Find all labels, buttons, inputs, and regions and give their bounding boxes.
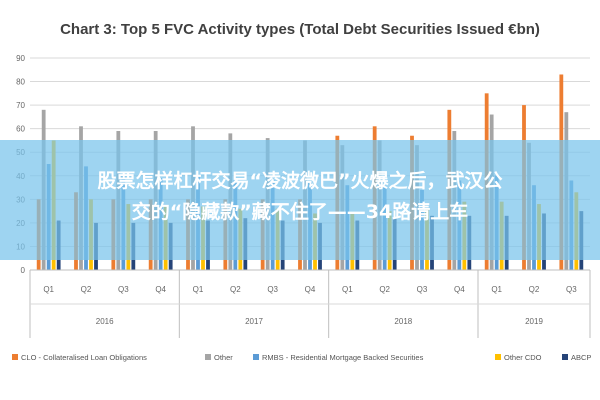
- x-tick-label: Q3: [118, 285, 129, 294]
- x-axis: Q1 Q2 Q3 Q4 Q1 Q2 Q3 Q4 Q1 Q2 Q3 Q4 Q1 Q2 Q3 2016 2017 20…: [29, 269, 591, 338]
- legend-label: CLO - Collateralised Loan Obligations: [21, 353, 147, 362]
- y-tick-label: 80: [16, 78, 25, 87]
- y-tick-label: 60: [16, 125, 25, 134]
- legend-swatch: [253, 354, 259, 360]
- legend-swatch: [205, 354, 211, 360]
- x-tick-label: Q2: [230, 285, 241, 294]
- x-group-label: 2018: [394, 317, 412, 326]
- y-tick-label: 0: [21, 266, 26, 275]
- x-tick-label: Q1: [193, 285, 204, 294]
- x-group-label: 2016: [96, 317, 114, 326]
- x-tick-label: Q2: [81, 285, 92, 294]
- legend-item: Other: [205, 353, 233, 362]
- caption-line-1: 股票怎样杠杆交易“凌波微巴”火爆之后，武汉公: [97, 170, 503, 192]
- legend-item: CLO - Collateralised Loan Obligations: [12, 353, 147, 362]
- legend: CLO - Collateralised Loan Obligations Oth…: [12, 353, 591, 362]
- x-tick-label: Q1: [43, 285, 54, 294]
- legend-swatch: [562, 354, 568, 360]
- x-tick-label: Q3: [566, 285, 577, 294]
- chart-title: Chart 3: Top 5 FVC Activity types (Total…: [60, 21, 540, 38]
- legend-item: RMBS - Residential Mortgage Backed Secur…: [253, 353, 424, 362]
- y-tick-label: 70: [16, 101, 25, 110]
- x-tick-label: Q2: [529, 285, 540, 294]
- x-tick-label: Q1: [342, 285, 353, 294]
- legend-item: Other CDO: [495, 353, 542, 362]
- x-group-label: 2017: [245, 317, 263, 326]
- legend-label: RMBS - Residential Mortgage Backed Secur…: [262, 353, 424, 362]
- x-tick-label: Q4: [305, 285, 316, 294]
- x-tick-label: Q3: [267, 285, 278, 294]
- x-tick-label: Q3: [417, 285, 428, 294]
- legend-label: Other CDO: [504, 353, 542, 362]
- caption-banner: [0, 140, 600, 260]
- y-tick-label: 90: [16, 54, 25, 63]
- legend-swatch: [495, 354, 501, 360]
- x-tick-label: Q1: [491, 285, 502, 294]
- legend-label: ABCP: [571, 353, 591, 362]
- legend-label: Other: [214, 353, 233, 362]
- x-tick-label: Q2: [379, 285, 390, 294]
- caption-line-2: 交的“隐藏款”藏不住了——34路请上车: [131, 201, 469, 223]
- caption-text: 股票怎样杠杆交易“凌波微巴”火爆之后，武汉公 交的“隐藏款”藏不住了——34路请…: [10, 166, 590, 228]
- x-group-label: 2019: [525, 317, 543, 326]
- legend-swatch: [12, 354, 18, 360]
- x-tick-label: Q4: [155, 285, 166, 294]
- legend-item: ABCP: [562, 353, 591, 362]
- x-tick-label: Q4: [454, 285, 465, 294]
